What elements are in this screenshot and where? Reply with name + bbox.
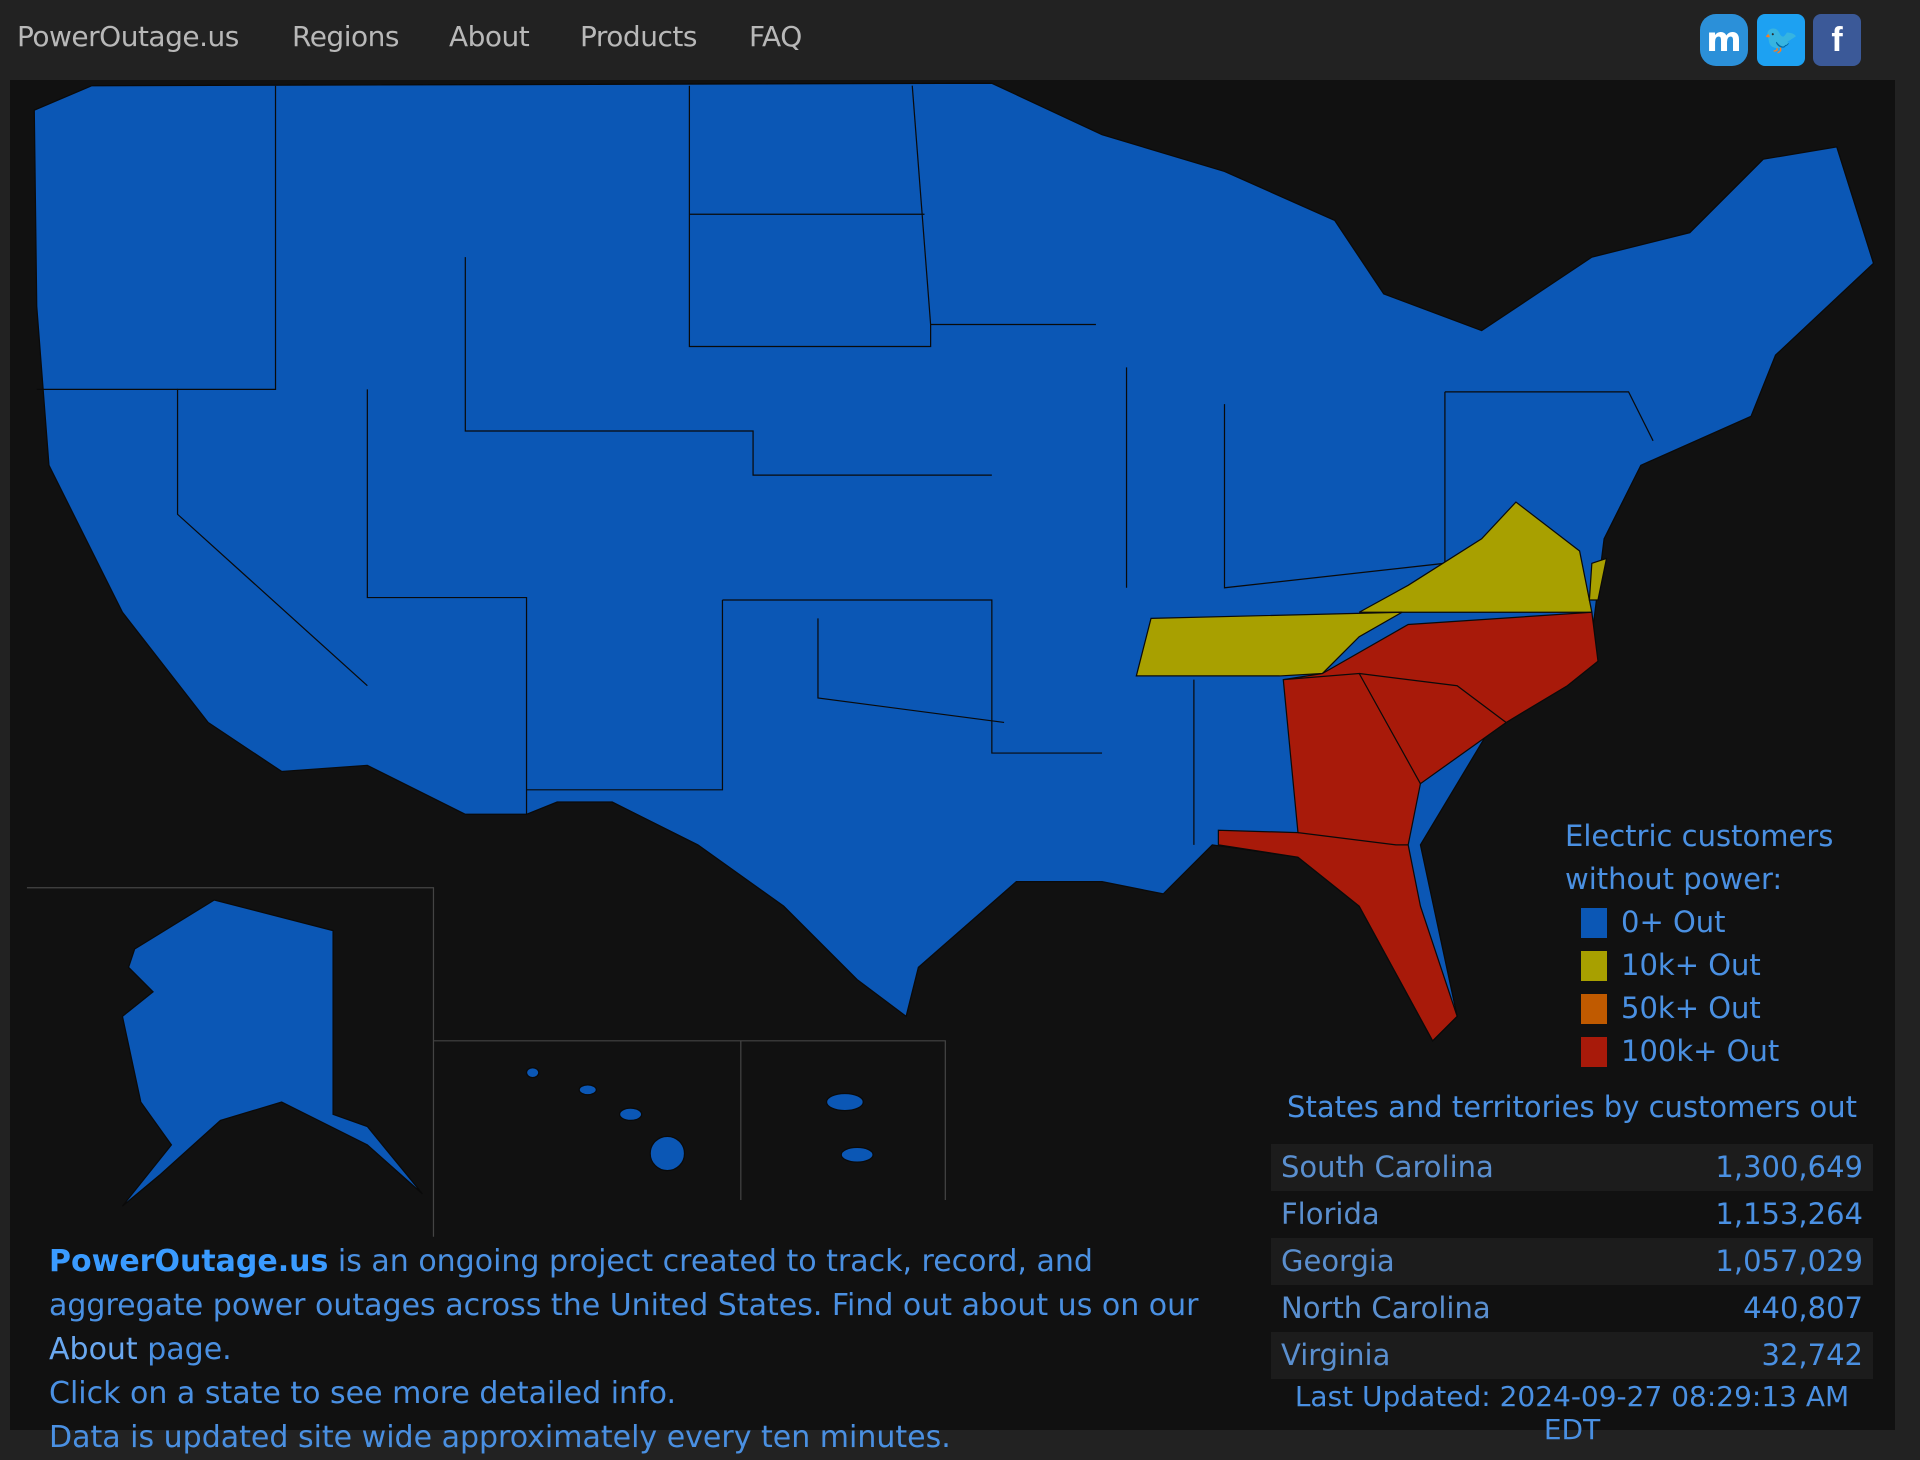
about-text: PowerOutage.us is an ongoing project cre…	[49, 1240, 1209, 1460]
map-legend: Electric customers without power: 0+ Out…	[1565, 815, 1833, 1073]
legend-title-line2: without power:	[1565, 862, 1783, 896]
legend-label: 100k+ Out	[1621, 1034, 1780, 1068]
twitter-icon[interactable]: 🐦	[1757, 14, 1805, 66]
main-panel: Electric customers without power: 0+ Out…	[10, 80, 1895, 1430]
state-alaska[interactable]	[121, 899, 423, 1207]
legend-swatch	[1581, 950, 1607, 981]
legend-label: 50k+ Out	[1621, 991, 1761, 1025]
nav-products-link[interactable]: Products	[580, 20, 697, 53]
nav-faq-link[interactable]: FAQ	[749, 20, 802, 53]
table-row[interactable]: North Carolina 440,807	[1271, 1285, 1873, 1332]
customers-out: 32,742	[1761, 1338, 1863, 1372]
customers-out: 1,300,649	[1715, 1150, 1863, 1184]
top-nav: PowerOutage.us Regions About Products FA…	[0, 0, 1920, 80]
legend-title-line1: Electric customers	[1565, 819, 1834, 853]
legend-label: 10k+ Out	[1621, 948, 1761, 982]
table-row[interactable]: South Carolina 1,300,649	[1271, 1144, 1873, 1191]
southeast-borders	[1283, 672, 1507, 846]
table-row[interactable]: Georgia 1,057,029	[1271, 1238, 1873, 1285]
about-text-2: page.	[137, 1332, 232, 1367]
territory-islands[interactable]	[825, 1092, 874, 1163]
table-row[interactable]: Virginia 32,742	[1271, 1332, 1873, 1379]
legend-item: 10k+ Out	[1581, 944, 1833, 987]
update-frequency-note: Data is updated site wide approximately …	[49, 1420, 951, 1455]
legend-swatch	[1581, 993, 1607, 1024]
legend-item: 100k+ Out	[1581, 1030, 1833, 1073]
customers-out: 1,057,029	[1715, 1244, 1863, 1278]
customers-out: 440,807	[1743, 1291, 1863, 1325]
nav-about-link[interactable]: About	[449, 20, 530, 53]
last-updated: Last Updated: 2024-09-27 08:29:13 AM EDT	[1294, 1380, 1850, 1446]
table-row[interactable]: Florida 1,153,264	[1271, 1191, 1873, 1238]
outage-table: South Carolina 1,300,649 Florida 1,153,264…	[1271, 1144, 1873, 1379]
legend-item: 50k+ Out	[1581, 987, 1833, 1030]
state-delmarva[interactable]	[1588, 557, 1608, 601]
facebook-icon[interactable]: f	[1813, 14, 1861, 66]
about-page-link[interactable]: About	[49, 1332, 138, 1367]
legend-swatch	[1581, 1036, 1607, 1067]
state-hawaii[interactable]	[525, 1067, 686, 1172]
state-name: Virginia	[1281, 1338, 1391, 1372]
us-outage-map	[26, 82, 1875, 1237]
inset-frames	[26, 887, 946, 1237]
mastodon-icon[interactable]: m	[1700, 14, 1748, 66]
state-name: Florida	[1281, 1197, 1380, 1231]
outage-table-title: States and territories by customers out	[1287, 1090, 1857, 1124]
nav-home-link[interactable]: PowerOutage.us	[17, 20, 239, 53]
customers-out: 1,153,264	[1715, 1197, 1863, 1231]
legend-swatch	[1581, 907, 1607, 938]
state-name: North Carolina	[1281, 1291, 1491, 1325]
click-state-hint: Click on a state to see more detailed in…	[49, 1376, 676, 1411]
state-name: Georgia	[1281, 1244, 1395, 1278]
state-borders	[36, 85, 1654, 845]
legend-item: 0+ Out	[1581, 901, 1833, 944]
legend-label: 0+ Out	[1621, 905, 1726, 939]
about-text-1: is an ongoing project created to track, …	[49, 1244, 1199, 1323]
nav-regions-link[interactable]: Regions	[292, 20, 399, 53]
state-name: South Carolina	[1281, 1150, 1494, 1184]
brand-link[interactable]: PowerOutage.us	[49, 1244, 329, 1279]
